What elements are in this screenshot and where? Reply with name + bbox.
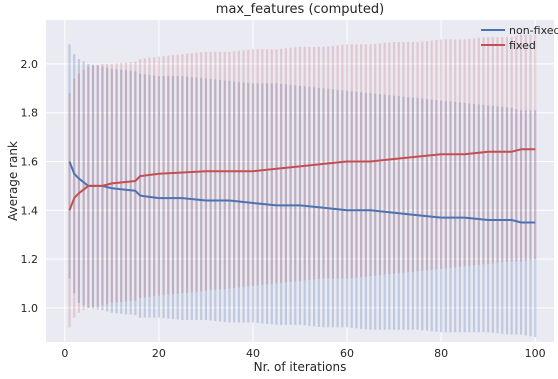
y-tick-label: 2.0 [21,58,39,71]
y-tick-label: 1.8 [21,107,39,120]
x-axis-label: Nr. of iterations [254,360,347,374]
y-tick-label: 1.0 [21,302,39,315]
x-tick-label: 60 [340,347,354,360]
grid-lines [46,20,554,342]
y-tick-label: 1.4 [21,204,39,217]
y-axis-label: Average rank [6,141,20,221]
legend: non-fixed fixed [481,24,558,52]
y-tick-label: 1.6 [21,155,39,168]
chart-title: max_features (computed) [216,2,384,17]
series-lines [68,148,536,224]
tick-labels: 0 20 40 60 80 100 1.0 1.2 1.4 1.6 1.8 2.0 [21,58,546,360]
x-tick-label: 100 [525,347,546,360]
x-tick-label: 40 [246,347,260,360]
x-tick-label: 80 [434,347,448,360]
x-tick-label: 0 [61,347,68,360]
legend-label-fixed: fixed [509,39,536,52]
series-line-fixed [68,148,536,211]
legend-label-non-fixed: non-fixed [509,24,558,37]
y-tick-label: 1.2 [21,253,39,266]
x-tick-label: 20 [152,347,166,360]
